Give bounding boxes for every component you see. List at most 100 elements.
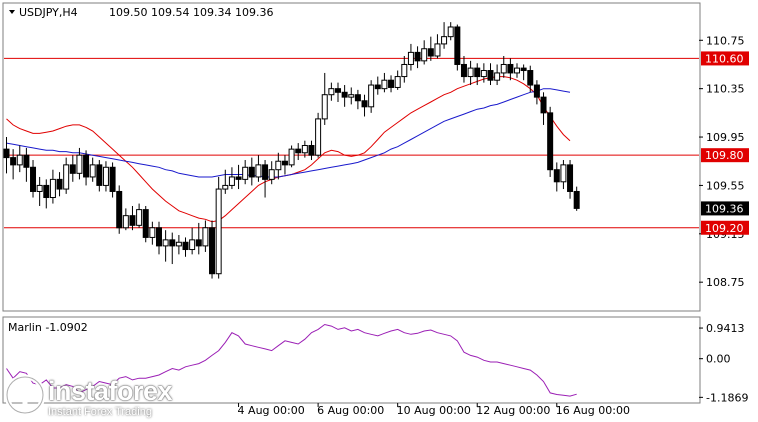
candle	[553, 162, 560, 192]
candle-bull-body	[189, 239, 196, 251]
candle-bear-body	[474, 67, 481, 78]
symbol-label: USDJPY,H4	[19, 6, 78, 19]
time-tick-label: 12 Aug 00:00	[476, 404, 550, 417]
moving-averages	[6, 76, 571, 223]
candle	[175, 235, 182, 255]
candle	[202, 220, 209, 252]
price-tick-label: 110.35	[706, 83, 745, 96]
candle	[520, 64, 527, 81]
candle	[129, 205, 136, 231]
candle-bull-body	[407, 51, 414, 65]
candle	[527, 65, 534, 93]
candle	[281, 155, 288, 175]
price-tick-label: 108.75	[706, 276, 745, 289]
candle	[255, 155, 262, 182]
price-tick-label: 109.95	[706, 131, 745, 144]
candle	[102, 161, 109, 192]
candle	[3, 137, 10, 174]
candle-bull-body	[494, 72, 501, 81]
candle-bear-body	[142, 209, 149, 238]
candle	[36, 176, 43, 206]
candle-bear-body	[454, 26, 461, 65]
candle	[228, 167, 235, 190]
level-label-box	[701, 220, 749, 235]
candle	[328, 82, 335, 101]
candle-bear-body	[10, 157, 17, 166]
candle-bear-body	[527, 70, 534, 86]
candle	[83, 150, 90, 186]
candle-bull-body	[500, 63, 507, 74]
candle-bull-body	[63, 164, 70, 190]
candle-bear-body	[547, 112, 554, 171]
candle-bull-body	[255, 164, 262, 178]
candle	[480, 63, 487, 83]
candle	[441, 22, 448, 49]
candle	[368, 80, 375, 113]
candle-bear-body	[235, 176, 242, 180]
candle-bear-body	[460, 63, 467, 78]
level-label: 109.80	[705, 149, 744, 162]
candle-bull-body	[89, 164, 96, 178]
candle-bear-body	[248, 166, 255, 178]
level-label: 110.60	[705, 52, 744, 65]
candle-bull-body	[275, 160, 282, 171]
candle	[189, 227, 196, 255]
candle	[507, 58, 514, 81]
candle-bear-body	[169, 239, 176, 247]
candle-bear-body	[209, 227, 216, 275]
candlesticks	[3, 22, 580, 279]
candle-bull-body	[514, 67, 521, 74]
level-label-box	[701, 148, 749, 163]
candle-bear-body	[553, 169, 560, 183]
indicator-title: Marlin -1.0902	[8, 321, 88, 334]
candle	[414, 46, 421, 69]
candle	[69, 155, 76, 182]
candle-bull-body	[421, 48, 428, 62]
candle	[494, 64, 501, 86]
candle	[434, 34, 441, 59]
candle	[487, 63, 494, 86]
candle-bull-body	[122, 215, 129, 229]
candle-bear-body	[507, 63, 514, 74]
price-tick-label: 109.55	[706, 179, 745, 192]
candle-bear-body	[427, 48, 434, 57]
price-tick-label: 110.75	[706, 34, 745, 47]
candle	[275, 152, 282, 180]
candle	[89, 157, 96, 182]
candle-bear-body	[567, 164, 574, 192]
time-tick-label: 10 Aug 00:00	[397, 404, 471, 417]
candle	[533, 80, 540, 105]
candle-bull-body	[348, 94, 355, 98]
indicator-axis: 0.9413 0.00 -1.1869	[699, 322, 748, 404]
price-axis: 110.75110.35109.95109.55109.15108.75110.…	[699, 34, 749, 289]
candle-bear-body	[361, 100, 368, 108]
candle-bull-body	[49, 178, 56, 199]
ohlc-values: 109.50 109.54 109.34 109.36	[109, 6, 273, 19]
candle-bear-body	[83, 154, 90, 178]
candle	[301, 140, 308, 158]
candle	[500, 56, 507, 78]
candle-bull-body	[175, 241, 182, 247]
candle-bull-body	[102, 166, 109, 186]
time-axis: 4 Aug 00:00 6 Aug 00:00 10 Aug 00:00 12 Aug…	[238, 403, 630, 417]
candle-bear-body	[129, 215, 136, 226]
candle-bear-body	[3, 148, 10, 159]
time-tick-label: 16 Aug 00:00	[556, 404, 630, 417]
time-tick-label: 4 Aug 00:00	[238, 404, 305, 417]
price-panel[interactable]	[2, 2, 701, 312]
candle-bull-body	[16, 154, 23, 166]
candle	[427, 36, 434, 61]
candle-bear-body	[43, 184, 50, 199]
candle	[63, 157, 70, 194]
candle-bull-body	[162, 239, 169, 247]
candle-bear-body	[341, 91, 348, 98]
candle-bear-body	[56, 178, 63, 190]
candle	[76, 147, 83, 180]
indicator-panel[interactable]	[2, 316, 701, 404]
candle	[540, 92, 547, 125]
indicator-tick-label: 0.9413	[706, 322, 745, 335]
candle	[56, 172, 63, 197]
candle	[116, 185, 123, 234]
candle-bear-body	[96, 164, 103, 186]
